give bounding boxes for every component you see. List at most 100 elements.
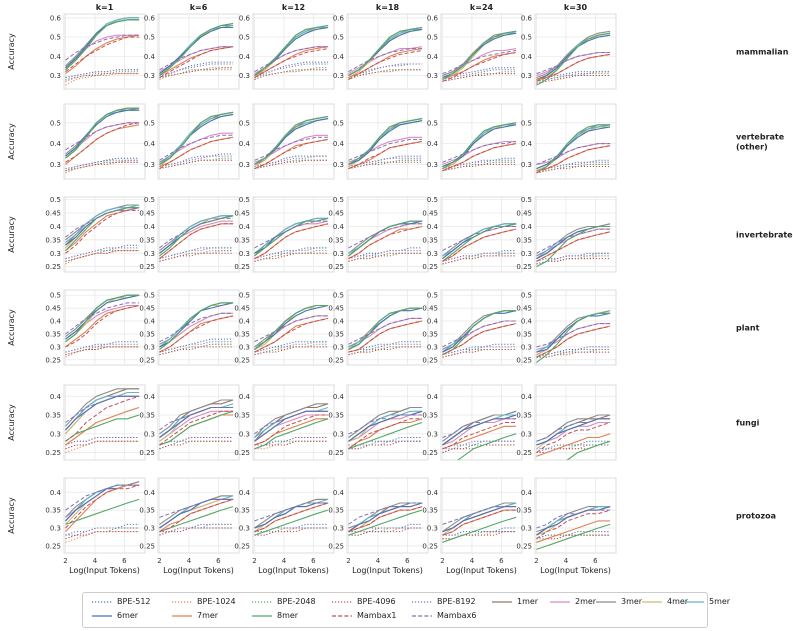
y-tick-label: 0.4	[427, 53, 439, 61]
series-line-bpe-2048	[254, 527, 329, 536]
series-line-mambax1	[159, 223, 234, 259]
series-line-bpe-512	[536, 440, 611, 450]
legend-label: BPE-8192	[437, 597, 476, 606]
y-tick-label: 0.3	[50, 525, 61, 533]
y-tick-label: 0.25	[516, 263, 532, 271]
legend-swatch	[92, 601, 112, 603]
subplot-r3-c4: 0.25 0.3 0.35 0.4 0.45 0.5	[422, 289, 523, 366]
series-line-mambax1	[254, 502, 329, 533]
x-tick-label: 4	[470, 557, 475, 565]
series-line-bpe-4096	[65, 73, 140, 82]
subplot-r1-c0: 0.3 0.4 0.5	[50, 103, 146, 180]
y-tick-label: 0.45	[328, 210, 344, 218]
y-tick-label: 0.25	[422, 542, 438, 550]
series-line-3mer	[254, 403, 329, 438]
y-tick-label: 0.5	[239, 292, 250, 300]
legend-label: 7mer	[197, 611, 219, 620]
series-line-bpe-8192	[536, 349, 611, 358]
series-line-bpe-4096	[442, 163, 517, 172]
y-tick-label: 0.45	[516, 305, 532, 313]
series-line-bpe-4096	[536, 351, 611, 358]
y-tick-label: 0.45	[45, 210, 61, 218]
plot-area	[534, 477, 617, 554]
plot-area	[440, 477, 523, 554]
series-line-8mer	[65, 294, 140, 343]
series-line-bpe-1024	[65, 440, 140, 453]
series-line-mambax1	[442, 52, 517, 82]
series-line-bpe-8192	[442, 346, 517, 356]
series-line-mambax6	[159, 46, 234, 71]
series-line-mambax1	[65, 395, 140, 442]
y-tick-label: 0.35	[139, 412, 155, 420]
y-tick-label: 0.35	[139, 507, 155, 515]
series-line-8mer	[159, 23, 234, 76]
series-line-mambax6	[254, 46, 329, 73]
series-line-bpe-8192	[348, 250, 423, 260]
legend-label: Mambax6	[437, 611, 477, 620]
series-line-8mer	[254, 304, 329, 350]
series-line-bpe-4096	[159, 527, 234, 536]
y-tick-label: 0.4	[50, 223, 62, 231]
legend: BPE-512 BPE-1024 BPE-2048 BPE-4096 BPE-8192 1…	[82, 592, 730, 628]
y-tick-label: 0.25	[139, 542, 155, 550]
series-line-8mer	[254, 418, 329, 450]
series-line-bpe-8192	[536, 71, 611, 82]
series-line-mambax6	[254, 502, 329, 522]
series-line-mambax1	[348, 141, 423, 170]
subplot-r4-c1: 0.25 0.3 0.35 0.4	[139, 384, 240, 461]
y-tick-label: 0.3	[50, 72, 61, 80]
y-tick-label: 0.35	[234, 330, 250, 338]
y-tick-label: 0.3	[239, 525, 250, 533]
legend-swatch	[596, 601, 616, 603]
series-line-mambax6	[254, 220, 329, 249]
subplot-r5-c3: 0.25 0.3 0.35 0.4 2 4 6	[328, 477, 429, 565]
series-line-bpe-8192	[348, 63, 423, 78]
series-line-8mer	[254, 115, 329, 165]
y-tick-label: 0.25	[422, 263, 438, 271]
plot-area	[346, 103, 429, 180]
x-tick-label: 2	[157, 557, 161, 565]
y-tick-label: 0.5	[144, 292, 155, 300]
series-line-bpe-4096	[159, 67, 234, 78]
series-line-mambax6	[348, 317, 423, 345]
subplot-r0-c2: 0.3 0.4 0.5 0.6	[239, 13, 335, 90]
plot-area	[157, 477, 240, 554]
y-tick-label: 0.25	[328, 263, 344, 271]
series-line-bpe-4096	[536, 534, 611, 543]
series-line-8mer	[536, 225, 611, 268]
y-tick-label: 0.35	[516, 507, 532, 515]
series-line-8mer	[457, 433, 517, 460]
x-tick-label: 2	[63, 557, 67, 565]
y-tick-label: 0.35	[139, 330, 155, 338]
legend-swatch	[252, 601, 272, 603]
y-tick-label: 0.45	[422, 305, 438, 313]
series-line-bpe-4096	[442, 73, 517, 82]
series-line-bpe-4096	[159, 346, 234, 356]
y-tick-label: 0.25	[516, 542, 532, 550]
y-tick-label: 0.4	[427, 223, 439, 231]
series-line-mambax6	[536, 52, 611, 75]
series-line-mambax1	[159, 410, 234, 446]
plot-area	[534, 103, 617, 180]
y-tick-label: 0.35	[234, 236, 250, 244]
plot-area	[346, 13, 429, 90]
y-tick-label: 0.4	[521, 318, 533, 326]
subplot-r4-c2: 0.25 0.3 0.35 0.4	[234, 384, 335, 461]
x-tick-label: 6	[499, 557, 504, 565]
y-tick-label: 0.5	[50, 196, 61, 204]
subplot-r1-c2: 0.3 0.4 0.5	[239, 103, 335, 180]
series-line-7mer	[159, 498, 234, 533]
subplot-r1-c1: 0.3 0.4 0.5	[144, 103, 240, 180]
series-line-mambax1	[159, 315, 234, 353]
y-tick-label: 0.45	[422, 210, 438, 218]
subplot-r0-c1: 0.3 0.4 0.5 0.6	[144, 13, 240, 90]
series-line-mambax6	[159, 498, 234, 518]
series-line-bpe-4096	[348, 346, 423, 356]
series-line-mambax6	[159, 312, 234, 343]
series-line-mambax1	[348, 418, 423, 450]
series-line-bpe-4096	[348, 252, 423, 262]
row-label: plant	[736, 324, 760, 333]
y-tick-label: 0.3	[239, 161, 250, 169]
y-tick-label: 0.4	[521, 140, 533, 148]
x-tick-label: 6	[593, 557, 598, 565]
